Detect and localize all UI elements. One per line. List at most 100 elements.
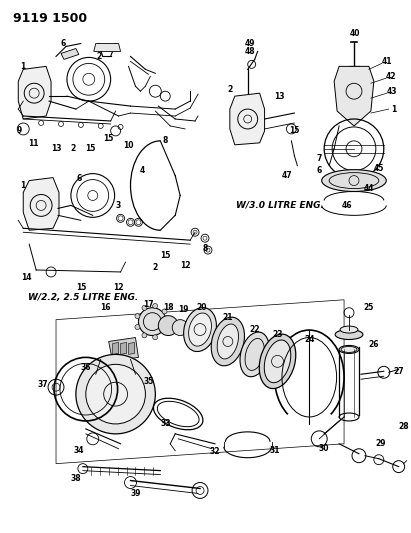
Circle shape (86, 365, 145, 424)
Text: 18: 18 (163, 303, 173, 312)
Polygon shape (23, 177, 59, 230)
Text: 1: 1 (391, 104, 396, 114)
Text: 34: 34 (74, 446, 84, 455)
Text: W/2.2, 2.5 LITRE ENG.: W/2.2, 2.5 LITRE ENG. (28, 293, 138, 302)
Text: 12: 12 (180, 261, 190, 270)
Circle shape (135, 314, 140, 319)
Text: 13: 13 (51, 144, 61, 154)
Text: 12: 12 (113, 284, 124, 293)
Ellipse shape (339, 345, 359, 353)
Text: 6: 6 (76, 174, 81, 183)
Polygon shape (230, 93, 265, 145)
Text: 43: 43 (386, 87, 397, 96)
Circle shape (142, 333, 147, 338)
Circle shape (152, 335, 157, 340)
Text: 9: 9 (16, 126, 22, 135)
Text: 14: 14 (21, 273, 32, 282)
Text: 25: 25 (364, 303, 374, 312)
Text: 40: 40 (350, 29, 360, 38)
Text: 8: 8 (163, 136, 168, 146)
Text: 26: 26 (369, 340, 379, 349)
Text: 37: 37 (38, 379, 48, 389)
Text: 7: 7 (316, 154, 322, 163)
Text: 6: 6 (60, 39, 66, 48)
Text: 15: 15 (104, 134, 114, 143)
Text: 21: 21 (223, 313, 233, 322)
Circle shape (172, 320, 188, 336)
Text: 46: 46 (342, 201, 352, 210)
Circle shape (162, 329, 167, 334)
Text: 35: 35 (143, 377, 154, 386)
Circle shape (139, 308, 166, 336)
Text: 30: 30 (319, 445, 330, 453)
Text: 29: 29 (376, 439, 386, 448)
Text: 9119 1500: 9119 1500 (13, 12, 88, 25)
Text: 15: 15 (160, 251, 171, 260)
Text: 2: 2 (96, 52, 102, 61)
Text: 31: 31 (269, 446, 280, 455)
Polygon shape (120, 343, 127, 354)
Text: 38: 38 (71, 474, 81, 483)
Circle shape (135, 325, 140, 329)
Text: 41: 41 (381, 57, 392, 66)
Ellipse shape (217, 324, 238, 359)
Text: 22: 22 (249, 325, 260, 334)
Text: 6: 6 (316, 166, 322, 175)
Text: 15: 15 (289, 126, 300, 135)
Text: 33: 33 (160, 419, 171, 429)
Polygon shape (94, 44, 120, 52)
Text: 3: 3 (116, 201, 121, 210)
Text: 32: 32 (210, 447, 220, 456)
Text: 24: 24 (304, 335, 314, 344)
Ellipse shape (340, 326, 358, 333)
Polygon shape (334, 67, 374, 126)
Ellipse shape (240, 332, 269, 377)
Ellipse shape (189, 313, 212, 346)
Circle shape (142, 305, 147, 310)
Text: 10: 10 (123, 141, 134, 150)
Text: 11: 11 (28, 139, 38, 148)
Text: 48: 48 (245, 47, 255, 56)
Ellipse shape (259, 334, 296, 389)
Text: W/3.0 LITRE ENG.: W/3.0 LITRE ENG. (236, 201, 323, 210)
Ellipse shape (335, 329, 363, 340)
Circle shape (158, 316, 178, 336)
Text: 1: 1 (21, 62, 26, 71)
Text: 49: 49 (245, 39, 255, 48)
Text: 27: 27 (393, 367, 404, 376)
Circle shape (162, 309, 167, 314)
Text: 47: 47 (282, 171, 293, 180)
Text: 23: 23 (272, 330, 283, 339)
Polygon shape (113, 343, 119, 354)
Text: 17: 17 (143, 300, 154, 309)
Text: 28: 28 (398, 423, 409, 431)
Polygon shape (109, 337, 139, 361)
Text: 2: 2 (70, 144, 76, 154)
Text: 15: 15 (85, 144, 96, 154)
Text: 4: 4 (140, 166, 145, 175)
Text: 44: 44 (364, 184, 374, 193)
Ellipse shape (322, 169, 386, 191)
Circle shape (76, 354, 155, 434)
Text: 2: 2 (153, 263, 158, 272)
Circle shape (152, 303, 157, 309)
Text: 36: 36 (81, 363, 91, 372)
Polygon shape (129, 343, 134, 354)
Polygon shape (61, 49, 79, 59)
Text: 16: 16 (100, 303, 111, 312)
Ellipse shape (264, 340, 291, 383)
Text: 2: 2 (227, 85, 233, 94)
Text: 39: 39 (130, 489, 141, 498)
Text: 8: 8 (202, 244, 208, 253)
Text: 42: 42 (386, 72, 396, 81)
Ellipse shape (184, 308, 217, 352)
Circle shape (166, 319, 171, 324)
Text: 15: 15 (76, 284, 86, 293)
Text: 13: 13 (274, 92, 285, 101)
Text: 20: 20 (197, 303, 207, 312)
Ellipse shape (211, 317, 245, 366)
Polygon shape (18, 67, 51, 119)
Text: 1: 1 (21, 181, 26, 190)
Text: 45: 45 (374, 164, 384, 173)
Text: 19: 19 (178, 305, 188, 314)
